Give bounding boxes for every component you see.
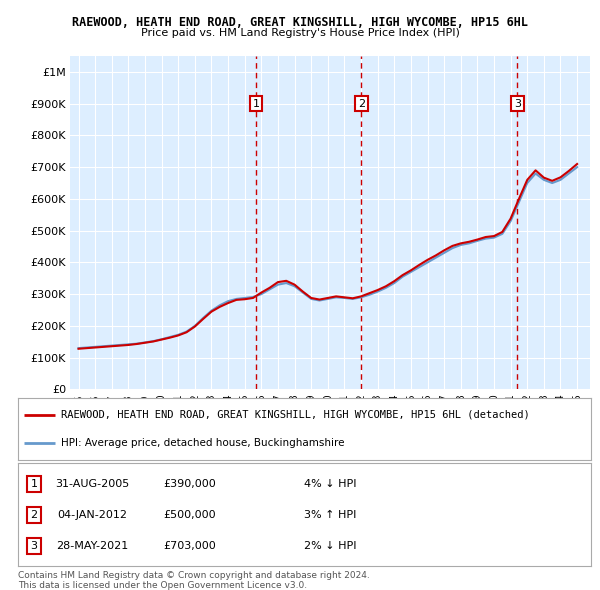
Text: 1: 1 xyxy=(253,99,259,109)
Text: 3: 3 xyxy=(31,541,38,550)
Text: 4% ↓ HPI: 4% ↓ HPI xyxy=(305,479,357,489)
Text: 3% ↑ HPI: 3% ↑ HPI xyxy=(305,510,357,520)
Text: HPI: Average price, detached house, Buckinghamshire: HPI: Average price, detached house, Buck… xyxy=(61,438,344,448)
Text: Contains HM Land Registry data © Crown copyright and database right 2024.: Contains HM Land Registry data © Crown c… xyxy=(18,571,370,579)
Text: 3: 3 xyxy=(514,99,521,109)
Text: 04-JAN-2012: 04-JAN-2012 xyxy=(58,510,127,520)
Text: £703,000: £703,000 xyxy=(164,541,216,550)
Text: This data is licensed under the Open Government Licence v3.0.: This data is licensed under the Open Gov… xyxy=(18,581,307,590)
Text: 31-AUG-2005: 31-AUG-2005 xyxy=(55,479,130,489)
Text: RAEWOOD, HEATH END ROAD, GREAT KINGSHILL, HIGH WYCOMBE, HP15 6HL: RAEWOOD, HEATH END ROAD, GREAT KINGSHILL… xyxy=(72,16,528,29)
Text: 28-MAY-2021: 28-MAY-2021 xyxy=(56,541,128,550)
Text: 1: 1 xyxy=(31,479,38,489)
Text: £500,000: £500,000 xyxy=(164,510,216,520)
Text: 2: 2 xyxy=(358,99,365,109)
Text: 2% ↓ HPI: 2% ↓ HPI xyxy=(305,541,357,550)
Text: 2: 2 xyxy=(31,510,38,520)
Text: RAEWOOD, HEATH END ROAD, GREAT KINGSHILL, HIGH WYCOMBE, HP15 6HL (detached): RAEWOOD, HEATH END ROAD, GREAT KINGSHILL… xyxy=(61,410,530,420)
Text: £390,000: £390,000 xyxy=(164,479,216,489)
Text: Price paid vs. HM Land Registry's House Price Index (HPI): Price paid vs. HM Land Registry's House … xyxy=(140,28,460,38)
